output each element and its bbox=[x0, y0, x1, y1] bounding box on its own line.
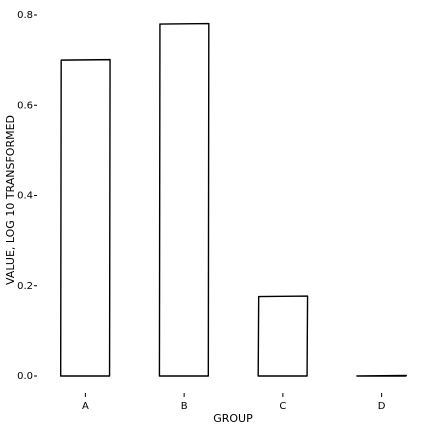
x-tick-label: D bbox=[378, 401, 386, 412]
y-tick-label: 0.4 bbox=[17, 191, 33, 202]
y-tick-label: 0.2 bbox=[17, 281, 33, 292]
x-tick-label: C bbox=[279, 401, 286, 412]
bar bbox=[59, 58, 111, 377]
bar bbox=[158, 22, 210, 377]
x-axis-title: GROUP bbox=[213, 412, 253, 425]
y-axis-title: VALUE, LOG 10 TRANSFORMED bbox=[4, 115, 17, 285]
x-tick-label: B bbox=[181, 401, 188, 412]
y-tick-label: 0.8 bbox=[17, 10, 33, 21]
bar bbox=[257, 295, 309, 377]
bar bbox=[356, 374, 408, 377]
y-tick-label: 0.0 bbox=[17, 371, 33, 382]
x-tick-label: A bbox=[82, 401, 89, 412]
y-tick-label: 0.6 bbox=[17, 100, 33, 111]
